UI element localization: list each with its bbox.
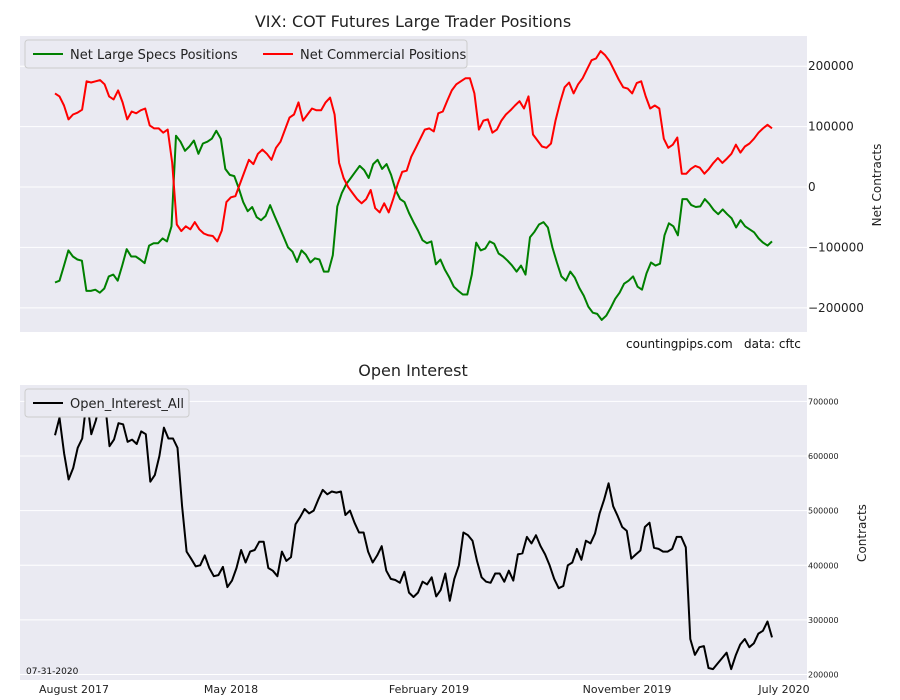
bottom-y-tick-label: 300000 (808, 616, 839, 625)
bottom-x-tick-labels: August 2017 May 2018 February 2019 November… (39, 683, 810, 696)
bottom-series-lines (54, 397, 773, 671)
bottom-x-tick-label: July 2020 (757, 683, 809, 696)
legend-label-net-commercial: Net Commercial Positions (300, 48, 466, 63)
top-series-line-0 (54, 129, 773, 321)
top-y-axis-label: Net Contracts (870, 144, 884, 227)
top-series-lines (54, 50, 773, 321)
top-series-line-1 (54, 50, 773, 243)
bottom-y-tick-label: 400000 (808, 561, 839, 570)
top-legend-box (24, 39, 468, 69)
top-y-tick-label: 200000 (808, 59, 854, 73)
bottom-gridlines (20, 400, 807, 676)
top-y-tick-label: −200000 (808, 301, 864, 315)
bottom-y-tick-label: 500000 (808, 507, 839, 516)
legend-label-net-large-specs: Net Large Specs Positions (70, 48, 238, 63)
top-legend: Net Large Specs Positions Net Commercial… (24, 39, 468, 69)
source-note: data: cftc (744, 337, 801, 351)
top-chart-title: VIX: COT Futures Large Trader Positions (255, 12, 571, 31)
bottom-legend: Open_Interest_All (24, 388, 190, 418)
bottom-x-tick-label: November 2019 (583, 683, 672, 696)
top-plot-background (20, 36, 807, 332)
bottom-y-tick-label: 200000 (808, 671, 839, 680)
bottom-x-tick-label: February 2019 (389, 683, 469, 696)
bottom-plot-background (20, 385, 807, 680)
top-y-tick-label: 0 (808, 180, 816, 194)
bottom-y-tick-label: 700000 (808, 397, 839, 406)
bottom-legend-box (24, 388, 190, 418)
top-y-tick-label: −100000 (808, 240, 864, 254)
watermark-text: countingpips.com (626, 337, 733, 351)
bottom-x-tick-label: August 2017 (39, 683, 109, 696)
date-note: 07-31-2020 (26, 667, 79, 677)
legend-label-open-interest: Open_Interest_All (70, 397, 184, 412)
top-panel: VIX: COT Futures Large Trader Positions … (20, 12, 884, 351)
bottom-series-line-0 (54, 397, 773, 671)
bottom-x-tick-label: May 2018 (204, 683, 258, 696)
bottom-chart-title: Open Interest (358, 361, 467, 380)
bottom-y-tick-labels: 200000 300000 400000 500000 600000 700000 (808, 397, 839, 679)
bottom-panel: Open Interest 200000 300000 400000 500000 60… (20, 361, 869, 696)
bottom-y-tick-label: 600000 (808, 452, 839, 461)
top-y-tick-labels: −200000 −100000 0 100000 200000 (808, 59, 864, 315)
bottom-y-axis-label: Contracts (855, 504, 869, 562)
top-y-tick-label: 100000 (808, 120, 854, 134)
